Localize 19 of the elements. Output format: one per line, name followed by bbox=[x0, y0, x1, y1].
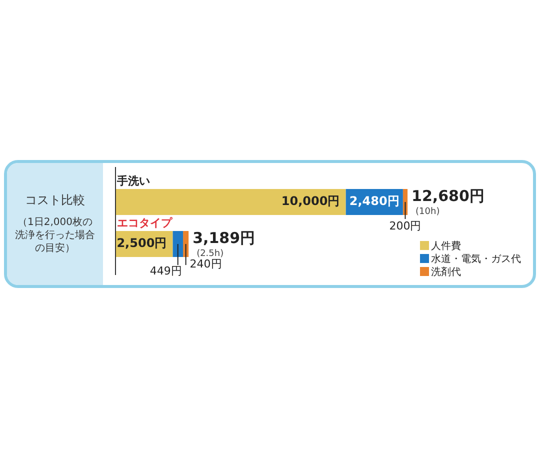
y-tick-label: 手洗い bbox=[116, 174, 150, 188]
data-label: 240円 bbox=[190, 257, 222, 270]
total-label: 3,189円 bbox=[192, 228, 256, 247]
data-label: 2,480円 bbox=[349, 194, 400, 208]
bar bbox=[115, 188, 346, 216]
data-label: 2,500円 bbox=[116, 236, 167, 250]
annotation: (2.5h) bbox=[196, 248, 224, 259]
legend-label: 人件費 bbox=[430, 240, 462, 253]
total-label: 12,680円 bbox=[412, 186, 484, 205]
legend-label: 水道・電気・ガス代 bbox=[430, 253, 521, 266]
annotation: (10h) bbox=[416, 206, 440, 217]
data-label: 200円 bbox=[389, 219, 422, 232]
legend-label: 洗剤代 bbox=[430, 266, 462, 279]
y-tick-label: エコタイプ bbox=[117, 216, 173, 230]
text: コスト比較 bbox=[24, 193, 86, 208]
text: （1日2,000枚の洗浄を行った場合の目安） bbox=[14, 216, 96, 255]
data-label: 10,000円 bbox=[281, 194, 340, 208]
data-label: 449円 bbox=[150, 264, 182, 278]
bar bbox=[172, 230, 184, 258]
